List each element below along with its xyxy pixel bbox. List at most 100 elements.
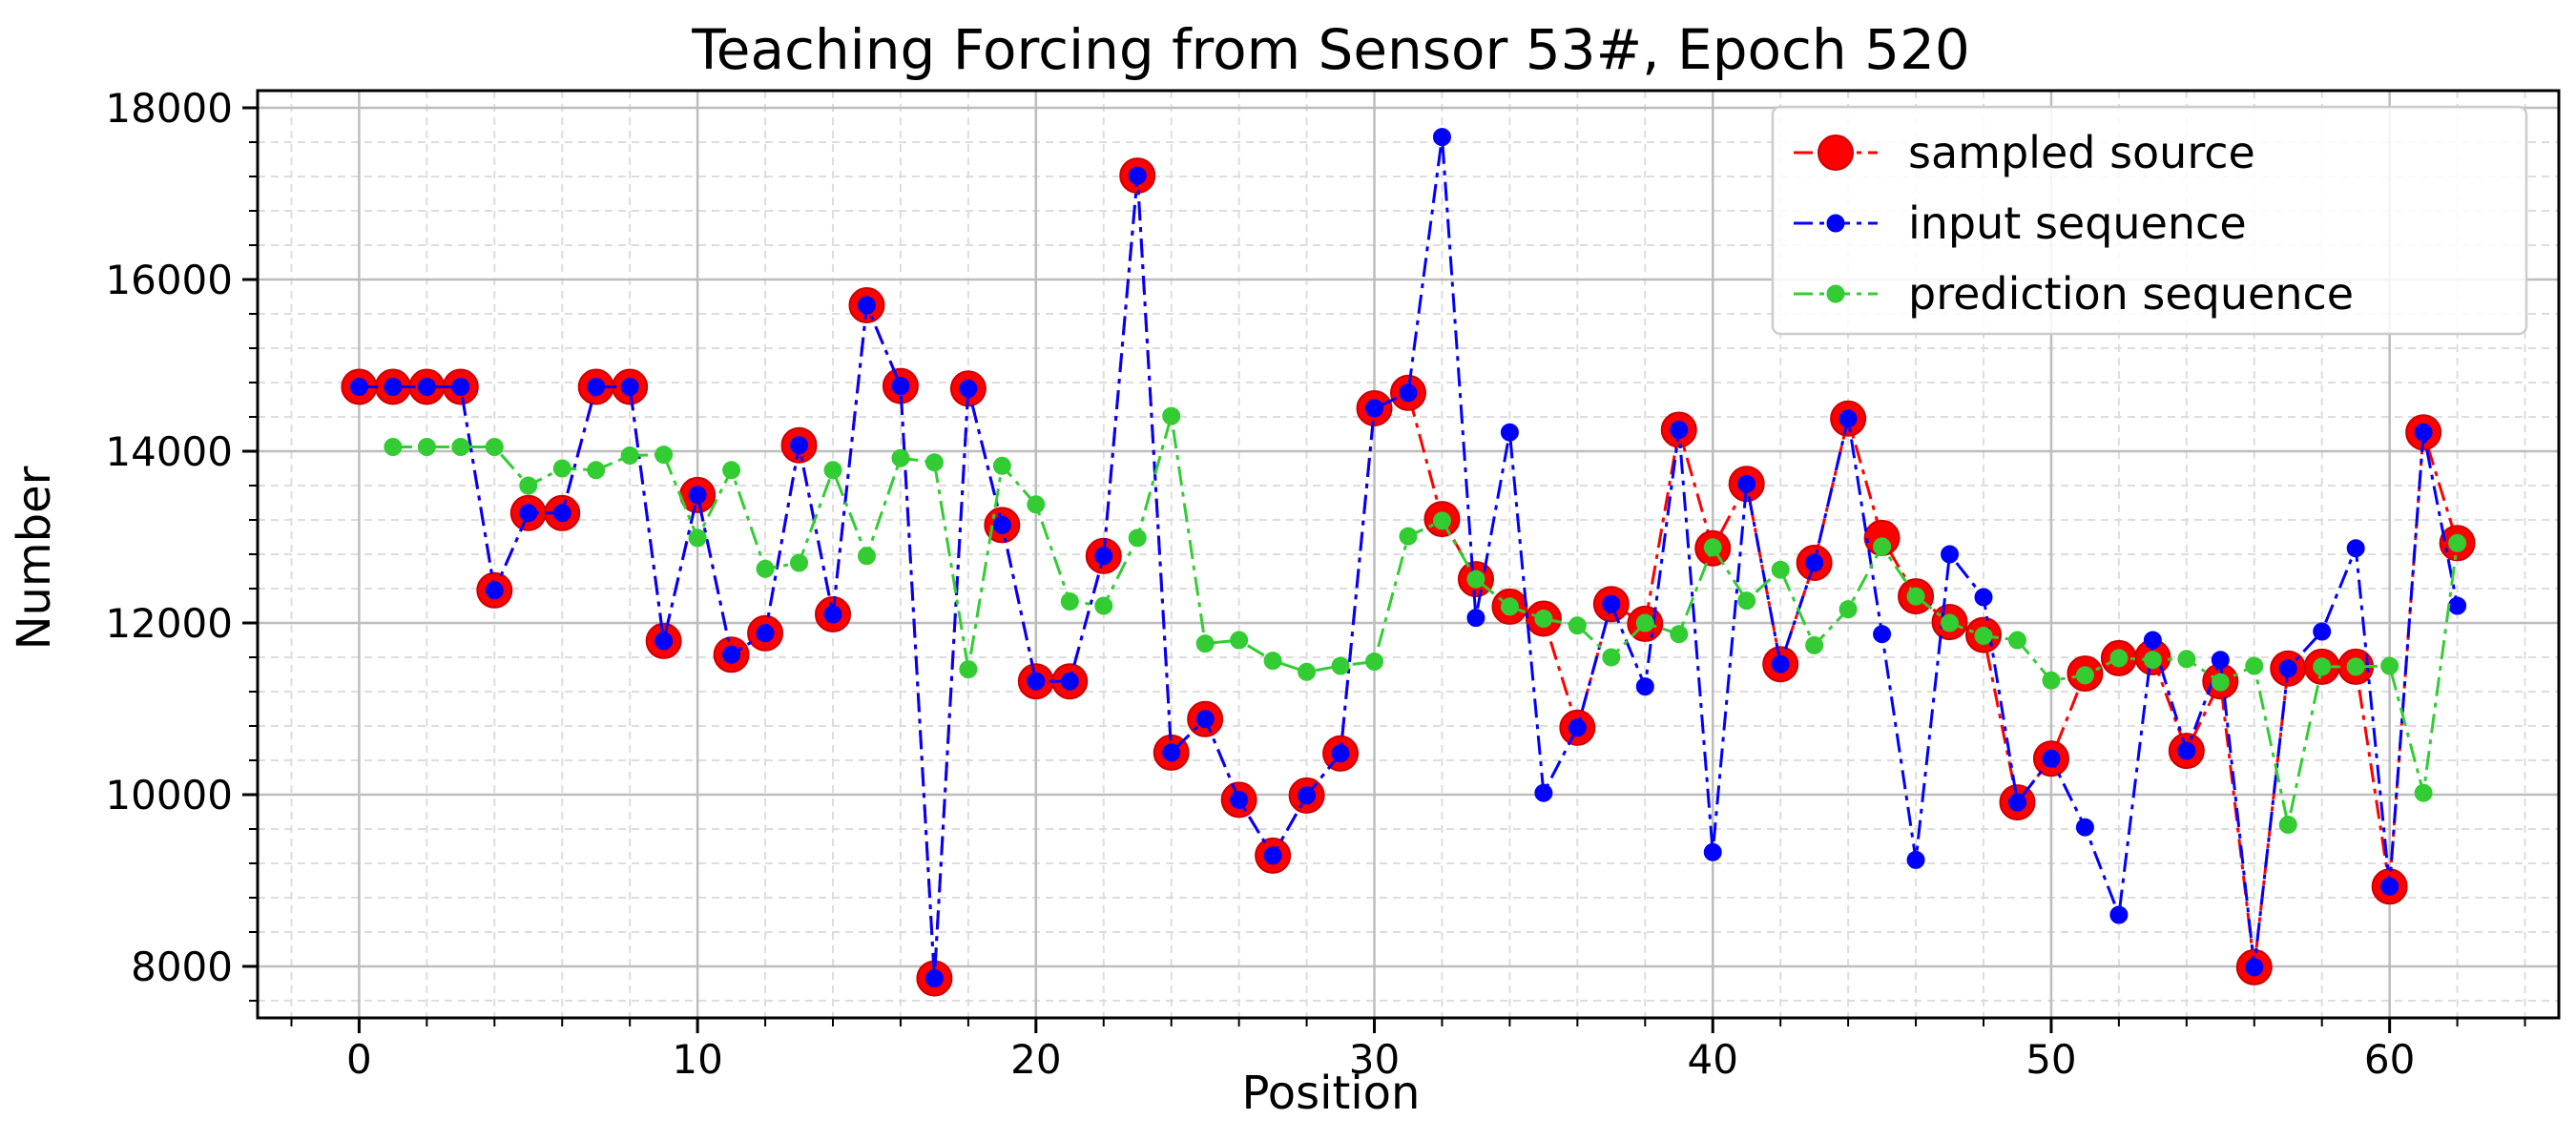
chart-title: Teaching Forcing from Sensor 53#, Epoch … bbox=[691, 17, 1970, 82]
data-point bbox=[2245, 958, 2264, 977]
data-point bbox=[1195, 710, 1215, 729]
data-point bbox=[823, 605, 842, 624]
data-point bbox=[959, 379, 978, 398]
data-point bbox=[1974, 627, 1993, 645]
data-point bbox=[1873, 625, 1892, 644]
data-point bbox=[756, 624, 775, 643]
legend: sampled source input sequence prediction s… bbox=[1771, 105, 2528, 336]
data-point bbox=[1805, 553, 1824, 572]
data-point bbox=[1839, 409, 1858, 428]
data-point bbox=[2075, 666, 2094, 685]
data-point bbox=[2448, 596, 2467, 615]
y-tick-label: 14000 bbox=[105, 428, 233, 475]
y-tick-label: 8000 bbox=[131, 943, 233, 990]
data-point bbox=[1399, 527, 1418, 546]
data-point bbox=[1670, 421, 1689, 439]
input-sequence-series bbox=[349, 128, 2467, 988]
data-point bbox=[924, 969, 944, 988]
data-point bbox=[2075, 818, 2094, 837]
data-point bbox=[1365, 399, 1384, 418]
data-point bbox=[587, 378, 606, 396]
data-point bbox=[2211, 673, 2230, 692]
data-point bbox=[1737, 591, 1756, 611]
data-point bbox=[1162, 743, 1181, 762]
y-tick-label: 16000 bbox=[105, 257, 233, 303]
data-point bbox=[384, 378, 403, 396]
data-point bbox=[2109, 905, 2129, 924]
data-point bbox=[2414, 783, 2433, 802]
prediction-sequence-series bbox=[384, 406, 2467, 834]
data-point bbox=[1060, 672, 1079, 691]
data-point bbox=[2109, 649, 2129, 668]
data-point bbox=[1263, 652, 1282, 671]
data-point bbox=[1500, 423, 1519, 442]
data-point bbox=[1466, 609, 1485, 628]
data-point bbox=[2143, 651, 2162, 670]
data-point bbox=[1873, 537, 1892, 556]
legend-label-prediction-sequence: prediction sequence bbox=[1908, 268, 2354, 320]
series-group bbox=[341, 128, 2476, 997]
data-point bbox=[620, 446, 639, 465]
data-point bbox=[451, 438, 470, 456]
data-point bbox=[1500, 597, 1519, 616]
data-point bbox=[519, 476, 538, 495]
data-point bbox=[2313, 657, 2332, 676]
data-point bbox=[519, 504, 538, 523]
data-point bbox=[992, 456, 1011, 475]
data-point bbox=[2211, 651, 2230, 670]
data-point bbox=[1027, 672, 1046, 691]
data-point bbox=[2278, 659, 2297, 678]
data-point bbox=[1941, 613, 1960, 632]
data-point bbox=[790, 436, 809, 455]
data-point bbox=[1737, 474, 1756, 493]
data-point bbox=[451, 378, 470, 396]
data-point bbox=[1602, 648, 1621, 667]
data-point bbox=[2177, 650, 2196, 669]
data-point bbox=[857, 296, 876, 315]
data-point bbox=[1602, 594, 1621, 613]
data-point bbox=[2380, 656, 2399, 675]
x-tick-label: 40 bbox=[1688, 1036, 1738, 1083]
data-point bbox=[2245, 656, 2264, 675]
data-point bbox=[823, 461, 842, 480]
data-point bbox=[1331, 656, 1350, 675]
data-point bbox=[2380, 877, 2399, 896]
x-tick-label: 30 bbox=[1349, 1036, 1400, 1083]
data-point bbox=[2414, 423, 2433, 442]
data-point bbox=[1771, 654, 1790, 674]
legend-label-sampled-source: sampled source bbox=[1908, 127, 2255, 178]
y-tick-label: 18000 bbox=[105, 85, 233, 132]
data-point bbox=[1534, 610, 1553, 628]
data-point bbox=[1432, 511, 1451, 530]
data-point bbox=[1568, 616, 1587, 635]
x-tick-label: 10 bbox=[672, 1036, 722, 1083]
data-point bbox=[1399, 383, 1418, 403]
data-point bbox=[1703, 842, 1722, 861]
data-point bbox=[1839, 600, 1858, 619]
data-point bbox=[2007, 631, 2026, 650]
legend-marker-sampled-source bbox=[1818, 135, 1854, 171]
data-point bbox=[891, 448, 910, 467]
data-point bbox=[417, 378, 436, 396]
legend-box bbox=[1771, 105, 2528, 336]
data-point bbox=[1162, 406, 1181, 425]
data-point bbox=[1331, 744, 1350, 763]
data-point bbox=[1703, 538, 1722, 557]
data-point bbox=[1230, 631, 1249, 650]
data-point bbox=[1974, 588, 1993, 607]
data-point bbox=[2007, 793, 2026, 812]
data-point bbox=[1230, 790, 1249, 809]
data-point bbox=[1263, 846, 1282, 865]
data-point bbox=[756, 559, 775, 578]
data-point bbox=[688, 486, 707, 505]
legend-marker-prediction-sequence bbox=[1826, 284, 1845, 303]
data-point bbox=[1568, 718, 1587, 737]
data-point bbox=[1534, 783, 1553, 802]
data-point bbox=[722, 461, 741, 480]
data-point bbox=[1195, 634, 1215, 653]
data-point bbox=[1635, 677, 1654, 696]
data-point bbox=[2143, 631, 2162, 650]
data-point bbox=[485, 581, 504, 600]
data-point bbox=[2448, 533, 2467, 552]
